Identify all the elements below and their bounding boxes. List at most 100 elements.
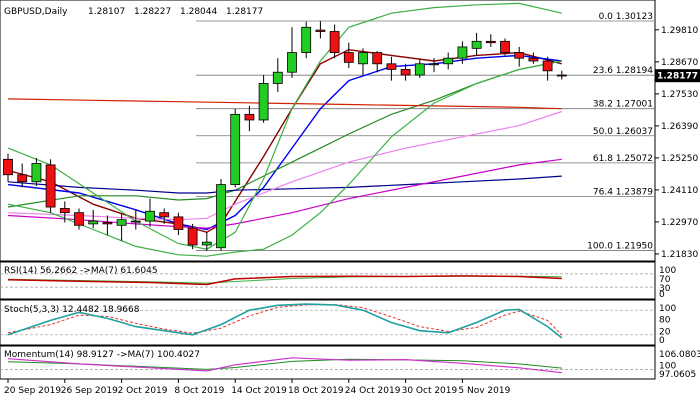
momentum-lines xyxy=(0,357,655,374)
bull-candle xyxy=(287,52,297,73)
price-tick-label: 1.21830 xyxy=(661,250,698,260)
time-tick-label: 18 Oct 2019 xyxy=(288,386,344,396)
bear-candle xyxy=(500,40,510,53)
price-tick-label: 1.25250 xyxy=(661,154,698,164)
indicator-tick-label: 70 xyxy=(659,275,671,285)
price-tick-label: 1.27530 xyxy=(661,90,698,100)
bull-candle xyxy=(145,210,155,222)
indicator-tick-label: 100 xyxy=(659,362,676,372)
bull-candle xyxy=(258,83,269,121)
candles xyxy=(3,21,567,251)
time-axis: 20 Sep 2019 26 Sep 2019 2 Oct 2019 8 Oct 20… xyxy=(4,379,511,396)
bear-candle xyxy=(556,74,567,77)
bull-candle xyxy=(230,113,241,185)
stochastic-pane: Stoch(5,3,3) 12.4482 18.9668 xyxy=(0,299,656,346)
price-tick-label: 1.28670 xyxy=(661,58,698,68)
time-tick-label: 20 Sep 2019 xyxy=(4,386,61,396)
price-tick-label: 1.24110 xyxy=(661,186,698,196)
bear-candle xyxy=(400,69,411,76)
momentum-pane: Momentum(14) 98.9127 ->MA(7) 100.4027 xyxy=(0,345,656,380)
rsi-label: RSI(14) 56.2662 ->MA(7) 61.6045 xyxy=(4,266,158,276)
bull-candle xyxy=(358,52,368,65)
time-tick-label: 30 Oct 2019 xyxy=(402,386,458,396)
momentum-line xyxy=(7,357,562,374)
bull-candle xyxy=(88,220,99,225)
indicator-tick-label: 80 xyxy=(659,316,671,326)
bull-candle xyxy=(201,241,212,246)
bear-candle xyxy=(386,63,397,70)
ohlc-open: 1.28107 xyxy=(88,7,125,17)
bull-candle xyxy=(116,219,127,226)
bear-candle xyxy=(485,40,496,44)
bear-candle xyxy=(159,212,170,218)
moving-average-line xyxy=(7,175,562,194)
price-tick-label: 1.22970 xyxy=(661,218,698,228)
bull-candle xyxy=(31,163,42,183)
indicator-tick-label: 97.0605 xyxy=(659,370,696,380)
bear-candle xyxy=(3,158,13,176)
bear-candle xyxy=(244,113,255,121)
price-axis: 1.29810 1.28670 1.27530 1.26390 1.25250 1.241… xyxy=(655,26,698,260)
fib-level-label: 50.0 1.26037 xyxy=(593,127,653,137)
bull-candle xyxy=(471,40,482,49)
bear-candle xyxy=(17,174,28,183)
price-tick-label: 1.26390 xyxy=(661,122,698,132)
bull-candle xyxy=(216,184,226,249)
price-pane: 0.0 1.30123 23.6 1.28194 38.2 1.27001 50.0 … xyxy=(0,0,656,262)
bull-candle xyxy=(272,71,283,84)
bull-candle xyxy=(414,63,425,76)
bear-candle xyxy=(187,227,198,246)
fib-level-label: 38.2 1.27001 xyxy=(593,100,653,110)
fib-level-label: 76.4 1.23879 xyxy=(593,187,653,197)
rsi-pane: RSI(14) 56.2662 ->MA(7) 61.6045 xyxy=(0,261,656,300)
momentum-label: Momentum(14) 98.9127 ->MA(7) 100.4027 xyxy=(4,350,200,360)
indicator-tick-label: 20 xyxy=(659,327,671,337)
moving-average-line xyxy=(7,2,562,250)
fib-level-label: 61.8 1.25072 xyxy=(593,154,653,164)
bear-candle xyxy=(315,29,326,32)
current-price-label: 1.28177 xyxy=(657,72,698,82)
ohlc-close: 1.28177 xyxy=(226,7,263,17)
bear-candle xyxy=(514,52,525,59)
ohlc-high: 1.28227 xyxy=(134,7,171,17)
moving-average-line xyxy=(7,60,562,257)
time-tick-label: 24 Oct 2019 xyxy=(345,386,401,396)
fib-level-label: 0.0 1.30123 xyxy=(599,12,653,22)
chart-symbol: GBPUSD,Daily xyxy=(4,7,68,17)
stochastic-k-line xyxy=(7,303,563,339)
bull-candle xyxy=(429,63,439,66)
bear-candle xyxy=(102,222,113,225)
bear-candle xyxy=(343,52,354,63)
bull-candle xyxy=(457,46,468,59)
fib-level-label: 23.6 1.28194 xyxy=(593,66,653,76)
moving-average-line xyxy=(7,60,562,208)
moving-average-line xyxy=(7,110,562,221)
stochastic-label: Stoch(5,3,3) 12.4482 18.9668 xyxy=(4,305,140,315)
bear-candle xyxy=(528,57,539,62)
stochastic-lines xyxy=(0,303,655,339)
bear-candle xyxy=(45,164,56,208)
indicator-tick-label: 100 xyxy=(659,266,676,276)
time-tick-label: 8 Oct 2019 xyxy=(174,386,224,396)
moving-average-line xyxy=(7,98,562,110)
bear-candle xyxy=(372,52,383,65)
time-tick-label: 5 Nov 2019 xyxy=(458,386,510,396)
bull-candle xyxy=(443,57,454,65)
bear-candle xyxy=(59,208,70,214)
bear-candle xyxy=(173,216,184,230)
bear-candle xyxy=(329,31,340,53)
time-tick-label: 26 Sep 2019 xyxy=(61,386,118,396)
indicator-tick-label: 30 xyxy=(659,284,671,294)
indicator-tick-label: 0 xyxy=(659,290,665,300)
fib-level-label: 100.0 1.21950 xyxy=(587,242,653,252)
bull-candle xyxy=(130,220,141,223)
time-tick-label: 2 Oct 2019 xyxy=(118,386,168,396)
current-price-tag: 1.28177 xyxy=(655,69,700,83)
bull-candle xyxy=(301,26,312,53)
rsi-line xyxy=(7,275,562,286)
time-tick-label: 14 Oct 2019 xyxy=(231,386,287,396)
indicator-tick-label: 0 xyxy=(659,336,665,346)
fibonacci-levels: 0.0 1.30123 23.6 1.28194 38.2 1.27001 50.0 … xyxy=(196,12,655,252)
ohlc-low: 1.28044 xyxy=(180,7,217,17)
rsi-lines xyxy=(0,273,655,288)
